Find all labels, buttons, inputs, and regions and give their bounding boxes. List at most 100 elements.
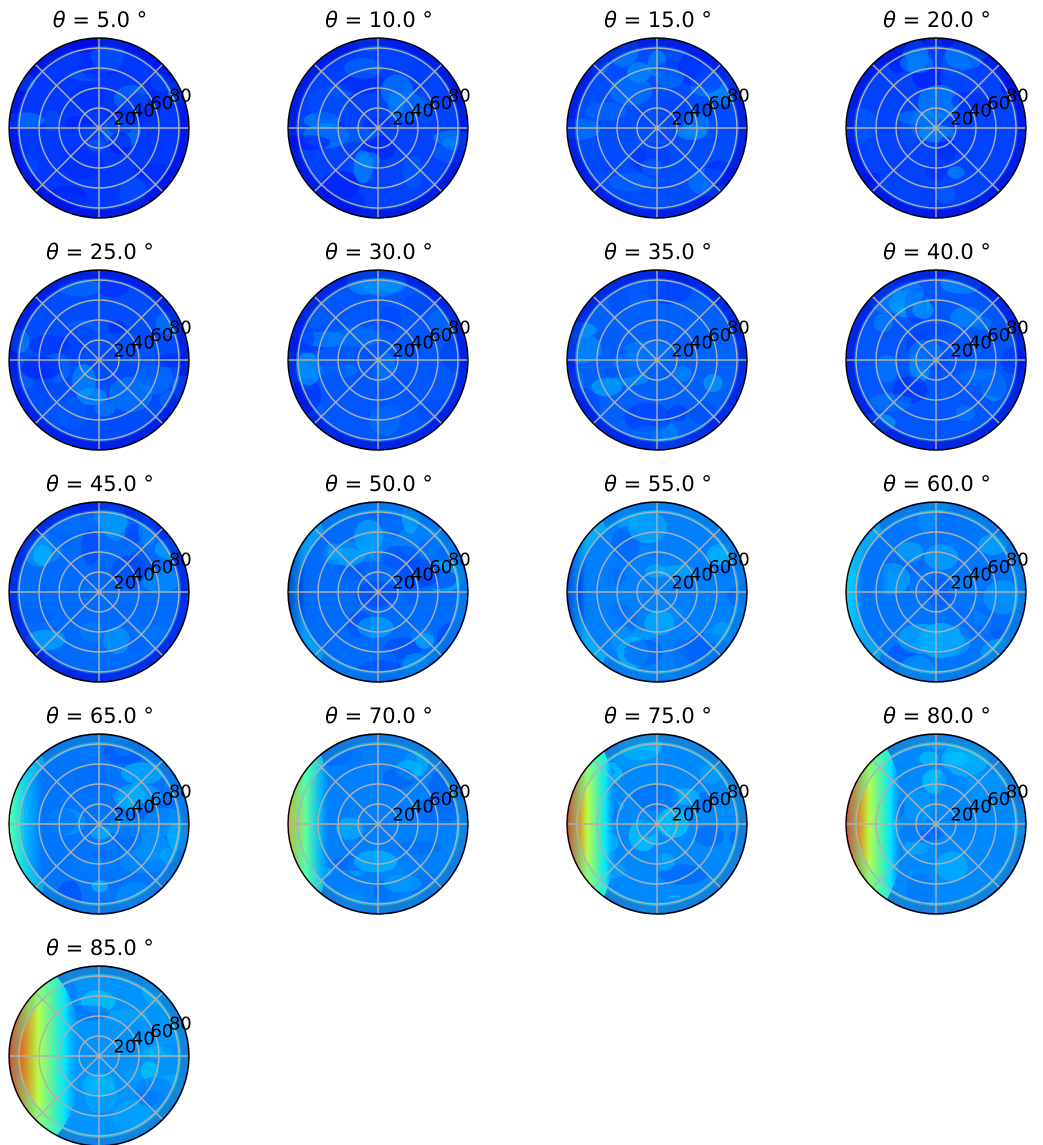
heatmap-patch [98,590,143,605]
angular-gridline [656,295,722,361]
heatmap-patch [641,158,663,175]
radial-tick-label: 20 [671,108,694,129]
heatmap-patch [124,1067,144,1081]
radial-tick-label: 20 [113,572,136,593]
radial-tick-label: 80 [1006,317,1029,338]
radial-tick-label: 80 [169,549,192,570]
heatmap-patch [72,363,96,398]
radial-tick-label: 40 [690,797,713,818]
angular-gridline [98,295,164,361]
heatmap-patch [916,175,936,205]
angular-gridline [656,527,722,593]
angular-gridline [313,591,379,657]
angular-gridline [656,759,722,825]
heatmap-patch [919,751,939,766]
heatmap-patch [111,555,147,587]
angular-gridline [656,359,722,425]
heatmap-patch [94,400,116,417]
angular-gridline [935,759,1001,825]
heatmap-patch [91,880,108,893]
angular-gridline [592,359,658,425]
polar-frame [566,733,748,915]
panel-title-value: = 10.0 ° [338,8,433,32]
heatmap-patch [127,635,147,652]
angular-gridline [377,295,443,361]
angular-gridline [34,991,100,1057]
heatmap-patch [947,166,965,179]
heatmap-patch [954,77,996,94]
heatmap-patch [655,67,685,88]
radial-tick-label: 20 [113,340,136,361]
polar-frame [8,501,190,683]
polar-frame [845,269,1027,451]
angular-gridline [377,63,443,129]
heatmap-patch [295,352,321,386]
angular-gridline [871,591,937,657]
polar-frame [287,501,469,683]
angular-gridline [34,823,100,889]
angular-gridline [313,127,379,193]
heatmap-patch [80,621,104,643]
heatmap-patch [644,610,675,636]
radial-tick-label: 40 [132,565,155,586]
panel-title-value: = 65.0 ° [59,704,154,728]
panel-title-symbol: θ [883,240,896,264]
heatmap-patch [114,826,143,851]
angular-gridline [377,823,443,889]
heatmap-patch [69,84,106,109]
angular-gridline [34,527,100,593]
heatmap-patch [935,851,969,882]
heatmap-patch [135,365,154,386]
heatmap-patch [335,817,364,840]
panel-title: θ = 75.0 ° [604,704,712,728]
polar-frame [845,733,1027,915]
panel-title-symbol: θ [604,8,617,32]
panel-title: θ = 15.0 ° [604,8,712,32]
polar-frame [8,965,190,1145]
radial-tick-label: 60 [429,93,452,114]
radial-tick-label: 40 [690,333,713,354]
heatmap-patch [900,119,918,146]
radial-tick-label: 40 [411,101,434,122]
heatmap-patch [632,784,679,811]
heatmap-patch [645,564,666,579]
angular-gridline [34,127,100,193]
heatmap-patch [120,762,163,785]
panel-title-symbol: θ [46,472,59,496]
radial-tick-label: 60 [429,789,452,810]
polar-frame [287,269,469,451]
angular-gridline [98,63,164,129]
heatmap-patch [634,125,657,150]
angular-gridline [871,63,937,129]
radial-tick-label: 80 [169,1013,192,1034]
heatmap-patch [420,568,457,589]
heatmap-patch [43,110,61,132]
panel-title-symbol: θ [883,704,896,728]
angular-gridline [871,295,937,361]
angular-gridline [935,63,1001,129]
radial-tick-label: 20 [950,572,973,593]
heatmap-patch [672,365,692,383]
panel-title-symbol: θ [325,8,338,32]
panel-title: θ = 25.0 ° [46,240,154,264]
panel-title-symbol: θ [46,240,59,264]
heatmap-patch [382,875,422,893]
angular-gridline [592,823,658,889]
radial-tick-label: 20 [113,108,136,129]
angular-gridline [656,591,722,657]
panel-title-value: = 20.0 ° [896,8,991,32]
angular-gridline [377,759,443,825]
radial-tick-label: 80 [1006,85,1029,106]
angular-gridline [592,591,658,657]
angular-gridline [935,823,1001,889]
heatmap-patch [404,294,434,315]
radial-tick-label: 40 [132,1029,155,1050]
heatmap-patch [313,372,354,395]
panel-title-value: = 50.0 ° [338,472,433,496]
heatmap-patch [118,789,136,811]
